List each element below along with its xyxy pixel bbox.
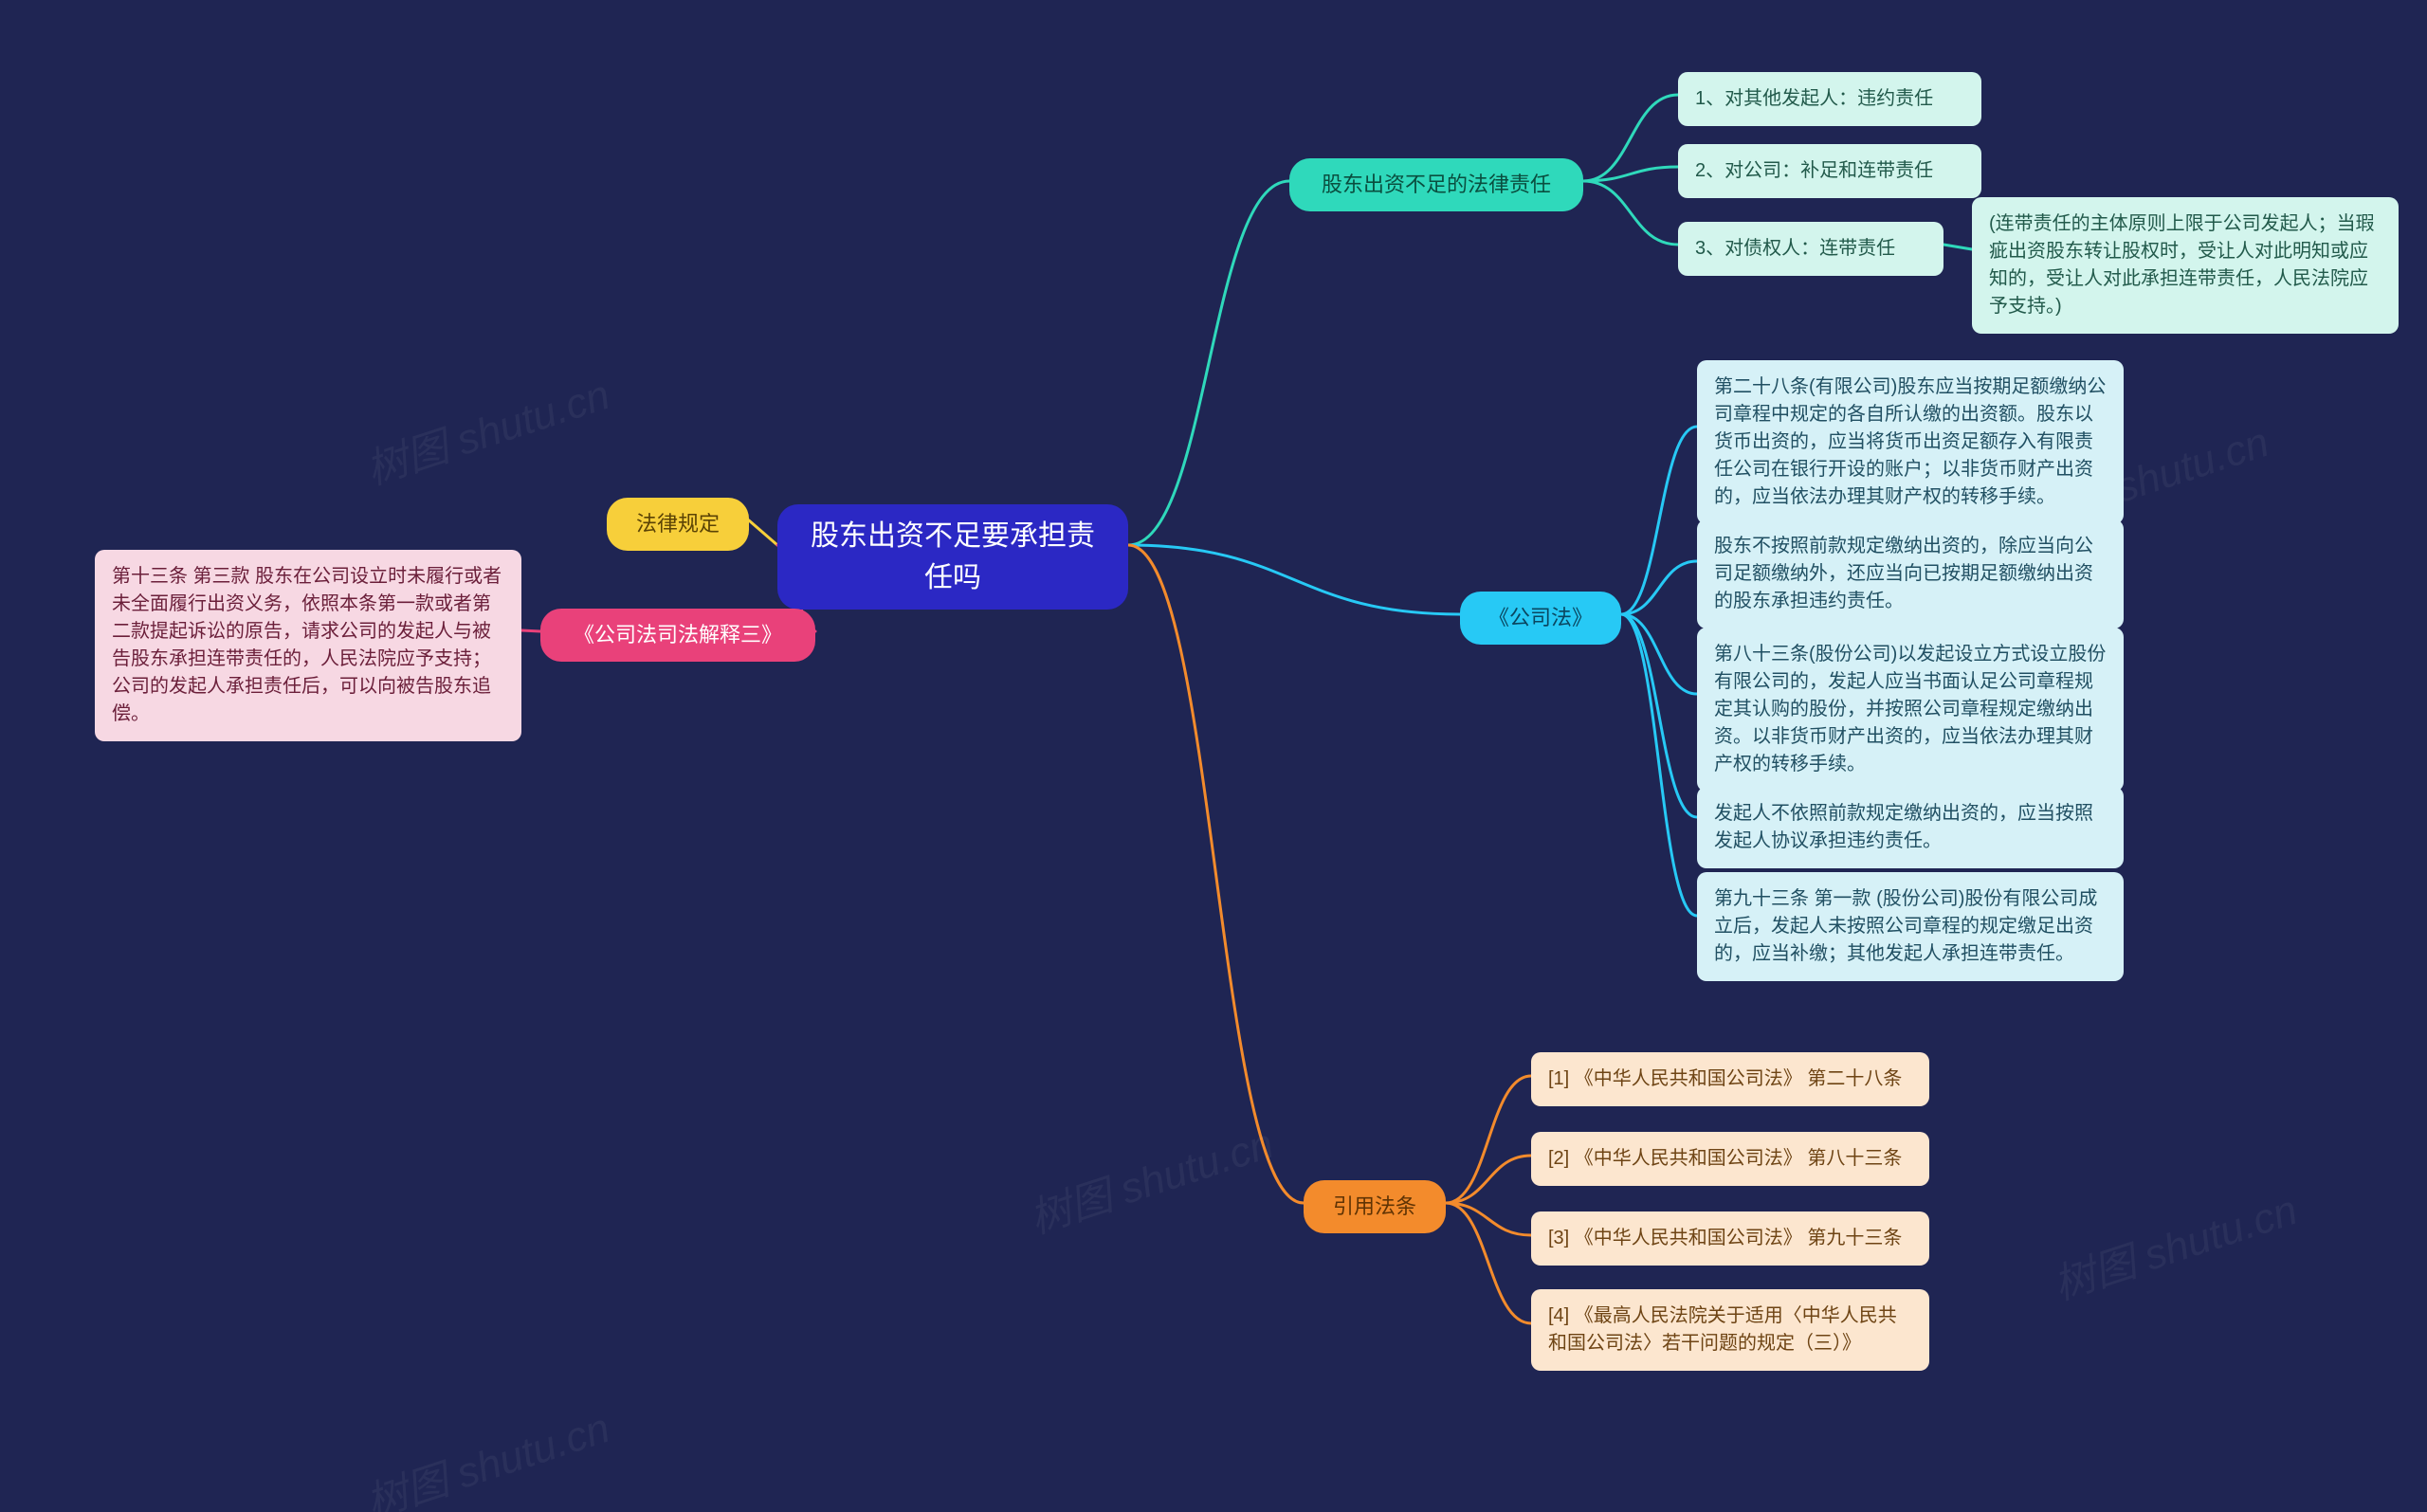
- citation-item[interactable]: [4] 《最高人民法院关于适用〈中华人民共和国公司法〉若干问题的规定（三）》: [1531, 1289, 1929, 1371]
- watermark: 树图 shutu.cn: [357, 360, 616, 496]
- watermark: 树图 shutu.cn: [2045, 1175, 2304, 1311]
- liability-item[interactable]: 3、对债权人：连带责任: [1678, 222, 1943, 276]
- company-law-item[interactable]: 第九十三条 第一款 (股份公司)股份有限公司成立后，发起人未按照公司章程的规定缴…: [1697, 872, 2124, 981]
- watermark: 树图 shutu.cn: [1021, 1109, 1280, 1245]
- citation-item[interactable]: [1] 《中华人民共和国公司法》 第二十八条: [1531, 1052, 1929, 1106]
- branch-interpretation[interactable]: 《公司法司法解释三》: [540, 609, 815, 662]
- interpretation-note[interactable]: 第十三条 第三款 股东在公司设立时未履行或者未全面履行出资义务，依照本条第一款或…: [95, 550, 521, 741]
- company-law-item[interactable]: 发起人不依照前款规定缴纳出资的，应当按照发起人协议承担违约责任。: [1697, 787, 2124, 868]
- citation-item[interactable]: [3] 《中华人民共和国公司法》 第九十三条: [1531, 1211, 1929, 1266]
- company-law-item[interactable]: 第八十三条(股份公司)以发起设立方式设立股份有限公司的，发起人应当书面认足公司章…: [1697, 628, 2124, 792]
- branch-company-law[interactable]: 《公司法》: [1460, 592, 1621, 645]
- mindmap-canvas: 树图 shutu.cn 树图 shutu.cn 树图 shutu.cn 树图 s…: [0, 0, 2427, 1512]
- branch-regulation[interactable]: 法律规定: [607, 498, 749, 551]
- liability-item[interactable]: 2、对公司：补足和连带责任: [1678, 144, 1981, 198]
- branch-citations[interactable]: 引用法条: [1304, 1180, 1446, 1233]
- company-law-item[interactable]: 股东不按照前款规定缴纳出资的，除应当向公司足额缴纳外，还应当向已按期足额缴纳出资…: [1697, 519, 2124, 628]
- liability-note[interactable]: (连带责任的主体原则上限于公司发起人；当瑕疵出资股东转让股权时，受让人对此明知或…: [1972, 197, 2399, 334]
- root-node[interactable]: 股东出资不足要承担责任吗: [777, 504, 1128, 610]
- branch-liability[interactable]: 股东出资不足的法律责任: [1289, 158, 1583, 211]
- citation-item[interactable]: [2] 《中华人民共和国公司法》 第八十三条: [1531, 1132, 1929, 1186]
- watermark: 树图 shutu.cn: [357, 1394, 616, 1512]
- liability-item[interactable]: 1、对其他发起人：违约责任: [1678, 72, 1981, 126]
- company-law-item[interactable]: 第二十八条(有限公司)股东应当按期足额缴纳公司章程中规定的各自所认缴的出资额。股…: [1697, 360, 2124, 524]
